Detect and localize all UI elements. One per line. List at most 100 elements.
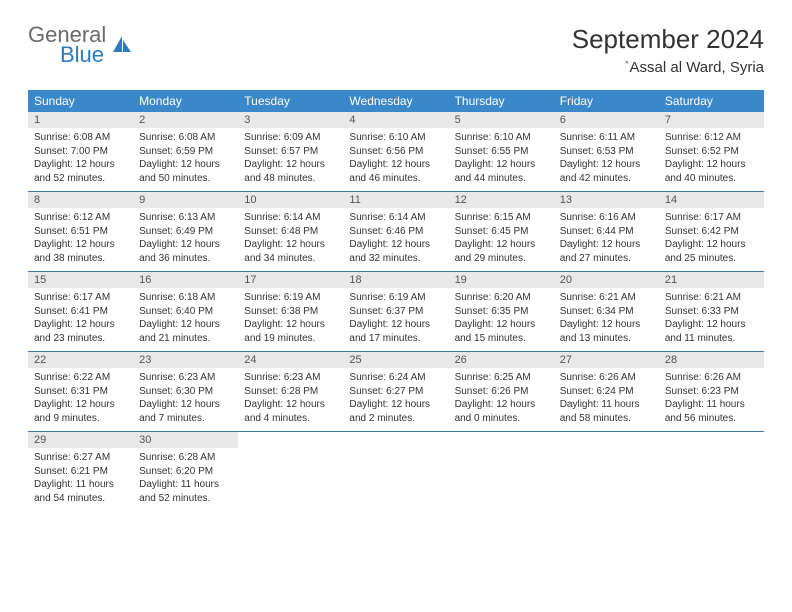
day-details: Sunrise: 6:08 AMSunset: 7:00 PMDaylight:… [28, 128, 133, 191]
day-details: Sunrise: 6:11 AMSunset: 6:53 PMDaylight:… [554, 128, 659, 191]
day-details: Sunrise: 6:12 AMSunset: 6:51 PMDaylight:… [28, 208, 133, 271]
calendar-day-cell: 23Sunrise: 6:23 AMSunset: 6:30 PMDayligh… [133, 352, 238, 431]
day-details: Sunrise: 6:26 AMSunset: 6:24 PMDaylight:… [554, 368, 659, 431]
sunrise-line: Sunrise: 6:16 AM [560, 211, 653, 225]
sunset-line: Sunset: 6:56 PM [349, 145, 442, 159]
brand-logo: General Blue [28, 24, 133, 66]
calendar-day-cell: 10Sunrise: 6:14 AMSunset: 6:48 PMDayligh… [238, 192, 343, 271]
sunrise-line: Sunrise: 6:14 AM [349, 211, 442, 225]
calendar-day-cell: 3Sunrise: 6:09 AMSunset: 6:57 PMDaylight… [238, 112, 343, 191]
calendar-day-cell: 14Sunrise: 6:17 AMSunset: 6:42 PMDayligh… [659, 192, 764, 271]
calendar-day-cell: 4Sunrise: 6:10 AMSunset: 6:56 PMDaylight… [343, 112, 448, 191]
daylight-line: Daylight: 12 hours and 38 minutes. [34, 238, 127, 265]
day-number: 27 [554, 352, 659, 368]
day-details: Sunrise: 6:18 AMSunset: 6:40 PMDaylight:… [133, 288, 238, 351]
calendar-week: 1Sunrise: 6:08 AMSunset: 7:00 PMDaylight… [28, 112, 764, 192]
sunset-line: Sunset: 6:53 PM [560, 145, 653, 159]
sunrise-line: Sunrise: 6:19 AM [349, 291, 442, 305]
calendar-day-cell: 13Sunrise: 6:16 AMSunset: 6:44 PMDayligh… [554, 192, 659, 271]
calendar-day-cell: 25Sunrise: 6:24 AMSunset: 6:27 PMDayligh… [343, 352, 448, 431]
weekday-header: Tuesday [238, 90, 343, 112]
sunrise-line: Sunrise: 6:20 AM [455, 291, 548, 305]
day-details: Sunrise: 6:26 AMSunset: 6:23 PMDaylight:… [659, 368, 764, 431]
day-number: 7 [659, 112, 764, 128]
day-details: Sunrise: 6:14 AMSunset: 6:48 PMDaylight:… [238, 208, 343, 271]
sunrise-line: Sunrise: 6:14 AM [244, 211, 337, 225]
sunset-line: Sunset: 6:57 PM [244, 145, 337, 159]
sunset-line: Sunset: 6:44 PM [560, 225, 653, 239]
calendar-day-cell [343, 432, 448, 511]
daylight-line: Daylight: 12 hours and 42 minutes. [560, 158, 653, 185]
location-text: `Assal al Ward, Syria [572, 59, 764, 76]
day-number: 5 [449, 112, 554, 128]
daylight-line: Daylight: 12 hours and 19 minutes. [244, 318, 337, 345]
title-block: September 2024 `Assal al Ward, Syria [572, 24, 764, 76]
sunset-line: Sunset: 6:45 PM [455, 225, 548, 239]
day-details: Sunrise: 6:19 AMSunset: 6:38 PMDaylight:… [238, 288, 343, 351]
daylight-line: Daylight: 12 hours and 23 minutes. [34, 318, 127, 345]
sunrise-line: Sunrise: 6:26 AM [560, 371, 653, 385]
sunset-line: Sunset: 6:49 PM [139, 225, 232, 239]
calendar-day-cell: 8Sunrise: 6:12 AMSunset: 6:51 PMDaylight… [28, 192, 133, 271]
logo-blue: Blue [60, 44, 106, 66]
day-details: Sunrise: 6:21 AMSunset: 6:34 PMDaylight:… [554, 288, 659, 351]
daylight-line: Daylight: 12 hours and 21 minutes. [139, 318, 232, 345]
sunrise-line: Sunrise: 6:22 AM [34, 371, 127, 385]
daylight-line: Daylight: 12 hours and 11 minutes. [665, 318, 758, 345]
calendar-day-cell [659, 432, 764, 511]
calendar-day-cell: 24Sunrise: 6:23 AMSunset: 6:28 PMDayligh… [238, 352, 343, 431]
calendar-day-cell: 26Sunrise: 6:25 AMSunset: 6:26 PMDayligh… [449, 352, 554, 431]
day-details: Sunrise: 6:15 AMSunset: 6:45 PMDaylight:… [449, 208, 554, 271]
day-number: 18 [343, 272, 448, 288]
weekday-header: Monday [133, 90, 238, 112]
day-details: Sunrise: 6:16 AMSunset: 6:44 PMDaylight:… [554, 208, 659, 271]
day-number: 15 [28, 272, 133, 288]
calendar-day-cell: 16Sunrise: 6:18 AMSunset: 6:40 PMDayligh… [133, 272, 238, 351]
day-number: 28 [659, 352, 764, 368]
sunrise-line: Sunrise: 6:12 AM [34, 211, 127, 225]
daylight-line: Daylight: 11 hours and 58 minutes. [560, 398, 653, 425]
sunset-line: Sunset: 6:37 PM [349, 305, 442, 319]
day-details: Sunrise: 6:23 AMSunset: 6:30 PMDaylight:… [133, 368, 238, 431]
day-number: 22 [28, 352, 133, 368]
daylight-line: Daylight: 12 hours and 29 minutes. [455, 238, 548, 265]
day-number: 17 [238, 272, 343, 288]
sunrise-line: Sunrise: 6:25 AM [455, 371, 548, 385]
day-number: 20 [554, 272, 659, 288]
calendar-day-cell: 27Sunrise: 6:26 AMSunset: 6:24 PMDayligh… [554, 352, 659, 431]
daylight-line: Daylight: 12 hours and 36 minutes. [139, 238, 232, 265]
sunset-line: Sunset: 6:55 PM [455, 145, 548, 159]
day-number: 16 [133, 272, 238, 288]
calendar-day-cell [449, 432, 554, 511]
day-details: Sunrise: 6:13 AMSunset: 6:49 PMDaylight:… [133, 208, 238, 271]
calendar-day-cell: 12Sunrise: 6:15 AMSunset: 6:45 PMDayligh… [449, 192, 554, 271]
sunrise-line: Sunrise: 6:10 AM [455, 131, 548, 145]
calendar-day-cell: 20Sunrise: 6:21 AMSunset: 6:34 PMDayligh… [554, 272, 659, 351]
day-details: Sunrise: 6:24 AMSunset: 6:27 PMDaylight:… [343, 368, 448, 431]
logo-text: General Blue [28, 24, 106, 66]
sunset-line: Sunset: 6:24 PM [560, 385, 653, 399]
day-number: 3 [238, 112, 343, 128]
day-number: 9 [133, 192, 238, 208]
calendar-day-cell: 28Sunrise: 6:26 AMSunset: 6:23 PMDayligh… [659, 352, 764, 431]
day-details: Sunrise: 6:25 AMSunset: 6:26 PMDaylight:… [449, 368, 554, 431]
sunset-line: Sunset: 6:27 PM [349, 385, 442, 399]
sunset-line: Sunset: 6:38 PM [244, 305, 337, 319]
sunrise-line: Sunrise: 6:15 AM [455, 211, 548, 225]
daylight-line: Daylight: 12 hours and 46 minutes. [349, 158, 442, 185]
calendar-week: 8Sunrise: 6:12 AMSunset: 6:51 PMDaylight… [28, 192, 764, 272]
sunset-line: Sunset: 6:31 PM [34, 385, 127, 399]
sunset-line: Sunset: 6:33 PM [665, 305, 758, 319]
sunset-line: Sunset: 6:52 PM [665, 145, 758, 159]
daylight-line: Daylight: 11 hours and 54 minutes. [34, 478, 127, 505]
sunset-line: Sunset: 6:42 PM [665, 225, 758, 239]
sunrise-line: Sunrise: 6:26 AM [665, 371, 758, 385]
calendar-day-cell: 1Sunrise: 6:08 AMSunset: 7:00 PMDaylight… [28, 112, 133, 191]
sunset-line: Sunset: 6:48 PM [244, 225, 337, 239]
day-number: 6 [554, 112, 659, 128]
calendar-day-cell: 5Sunrise: 6:10 AMSunset: 6:55 PMDaylight… [449, 112, 554, 191]
calendar-week: 15Sunrise: 6:17 AMSunset: 6:41 PMDayligh… [28, 272, 764, 352]
calendar-day-cell: 15Sunrise: 6:17 AMSunset: 6:41 PMDayligh… [28, 272, 133, 351]
sunset-line: Sunset: 6:20 PM [139, 465, 232, 479]
daylight-line: Daylight: 12 hours and 25 minutes. [665, 238, 758, 265]
